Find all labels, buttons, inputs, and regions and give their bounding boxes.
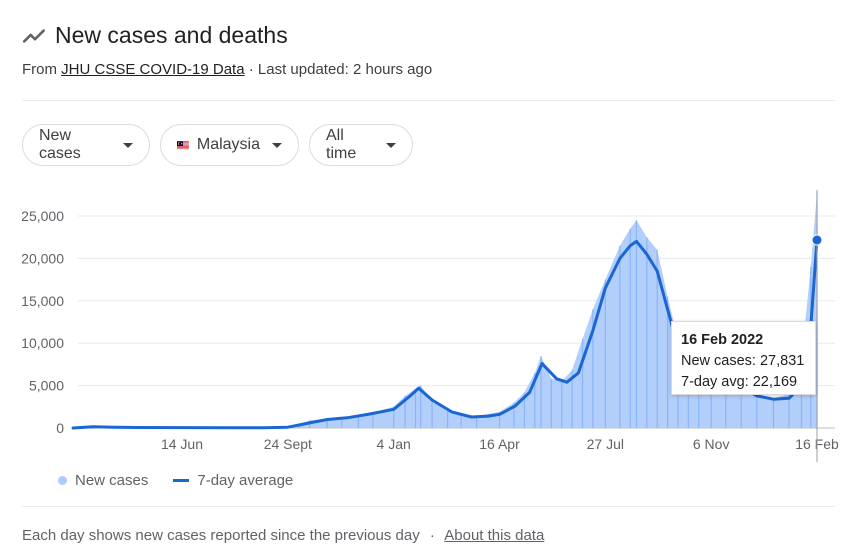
y-tick-label: 5,000 <box>29 378 64 394</box>
y-tick-label: 25,000 <box>21 208 64 224</box>
x-tick-label: 4 Jan <box>377 436 411 452</box>
page-title: New cases and deaths <box>55 22 288 48</box>
tooltip-date: 16 Feb 2022 <box>681 332 764 348</box>
region-dropdown[interactable]: Malaysia <box>160 124 299 166</box>
about-data-link[interactable]: About this data <box>444 527 545 544</box>
legend-avg: 7-day average <box>173 472 293 489</box>
legend-new-cases-label: New cases <box>75 472 149 489</box>
chevron-down-icon <box>386 142 396 148</box>
legend-line-icon <box>173 479 190 482</box>
tooltip-new-cases: New cases: 27,831 <box>681 353 805 369</box>
metric-dropdown-label: New cases <box>39 127 81 162</box>
avg-point <box>811 234 823 246</box>
chevron-down-icon <box>272 142 282 148</box>
header: New cases and deaths <box>22 22 288 49</box>
footer: Each day shows new cases reported since … <box>22 527 544 544</box>
x-tick-label: 16 Apr <box>479 436 520 452</box>
chart-tooltip: 16 Feb 2022 New cases: 27,831 7-day avg:… <box>671 321 816 395</box>
footer-sep: · <box>429 527 435 544</box>
x-tick-label: 27 Jul <box>587 436 624 452</box>
x-tick-label: 24 Sept <box>264 436 312 452</box>
malaysia-flag-icon <box>177 140 189 150</box>
region-dropdown-label: Malaysia <box>196 136 260 153</box>
source-link[interactable]: JHU CSSE COVID-19 Data <box>61 61 245 78</box>
legend-new-cases: New cases <box>58 472 148 489</box>
y-tick-label: 0 <box>56 420 64 436</box>
divider-top <box>22 100 835 101</box>
legend-dot-icon <box>58 476 67 485</box>
trending-icon <box>22 28 45 43</box>
y-tick-label: 15,000 <box>21 293 64 309</box>
x-tick-label: 6 Nov <box>693 436 730 452</box>
last-updated: · Last updated: 2 hours ago <box>248 61 433 78</box>
x-tick-label: 14 Jun <box>161 436 203 452</box>
metric-dropdown[interactable]: New cases <box>22 124 150 166</box>
range-dropdown[interactable]: All time <box>309 124 413 166</box>
y-tick-label: 20,000 <box>21 250 64 266</box>
chevron-down-icon <box>123 142 133 148</box>
source-line: From JHU CSSE COVID-19 Data · Last updat… <box>22 61 432 78</box>
tooltip-avg: 7-day avg: 22,169 <box>681 374 798 390</box>
y-tick-label: 10,000 <box>21 335 64 351</box>
new-cases-area <box>87 192 817 428</box>
range-dropdown-label: All time <box>326 127 357 162</box>
source-prefix: From <box>22 61 57 78</box>
divider-bottom <box>22 506 835 507</box>
footer-note: Each day shows new cases reported since … <box>22 527 420 544</box>
chart-legend: New cases 7-day average <box>58 472 318 489</box>
legend-avg-label: 7-day average <box>197 472 294 489</box>
